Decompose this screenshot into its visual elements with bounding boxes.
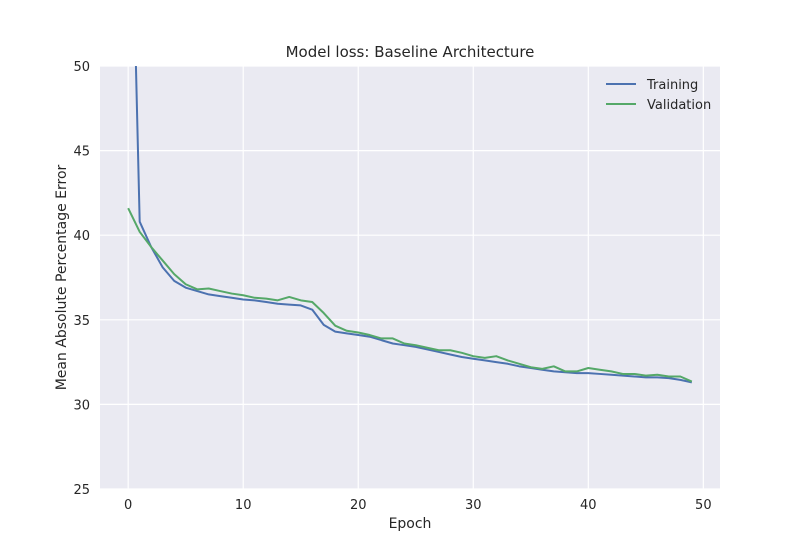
legend: Training Validation bbox=[606, 78, 711, 113]
tick-labels: 0 10 20 30 40 50 25 30 35 40 45 50 bbox=[73, 60, 711, 513]
y-tick-label: 50 bbox=[73, 60, 90, 75]
x-tick-label: 50 bbox=[695, 498, 712, 513]
x-tick-label: 0 bbox=[124, 498, 132, 513]
legend-label-training: Training bbox=[646, 78, 698, 93]
y-tick-label: 25 bbox=[73, 483, 90, 498]
y-axis-label: Mean Absolute Percentage Error bbox=[54, 164, 70, 390]
y-tick-label: 30 bbox=[73, 398, 90, 413]
series-lines bbox=[127, 66, 693, 384]
y-tick-label: 40 bbox=[73, 229, 90, 244]
x-tick-label: 10 bbox=[235, 498, 252, 513]
legend-label-validation: Validation bbox=[647, 98, 711, 113]
series-line-training bbox=[134, 66, 693, 384]
x-tick-label: 30 bbox=[465, 498, 482, 513]
series-line-validation bbox=[127, 207, 693, 383]
plot-area bbox=[100, 66, 720, 489]
chart-title: Model loss: Baseline Architecture bbox=[286, 43, 535, 61]
y-tick-label: 35 bbox=[73, 314, 90, 329]
x-tick-label: 20 bbox=[350, 498, 367, 513]
y-tick-label: 45 bbox=[73, 145, 90, 160]
x-axis-label: Epoch bbox=[389, 516, 432, 532]
x-tick-label: 40 bbox=[580, 498, 597, 513]
grid-lines bbox=[100, 65, 720, 490]
